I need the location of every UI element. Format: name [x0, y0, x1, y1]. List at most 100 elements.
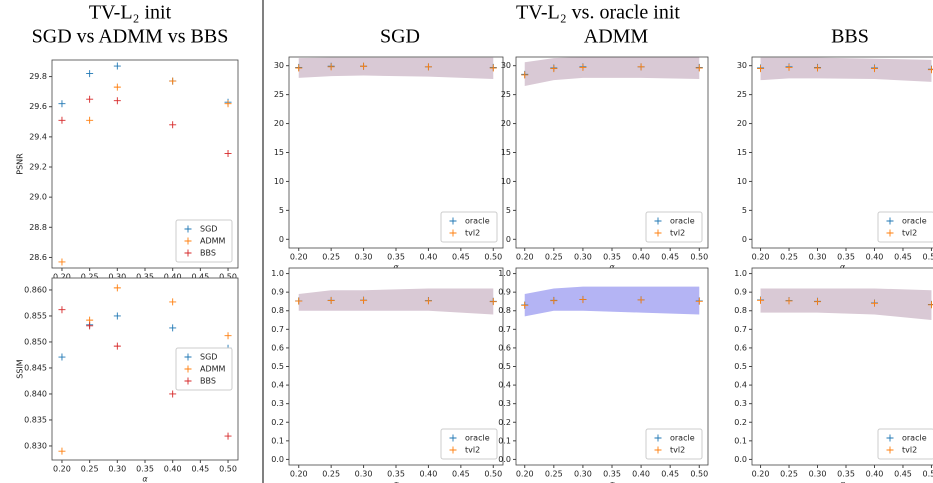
y-tick-label: 1.0	[734, 269, 747, 278]
point	[113, 342, 121, 350]
legend-box	[645, 428, 703, 460]
y-tick-label: 15	[274, 148, 284, 157]
plot-content	[521, 286, 703, 317]
y-tick-label: 0.0	[498, 455, 511, 464]
x-tick-label: 0.50	[219, 273, 237, 282]
subplot: 0.20 0.25 0.30 0.35 0.40 0.45 0.50 0 5 10 15 20 25 30…	[737, 26, 933, 272]
y-tick-label: 0.2	[271, 418, 284, 427]
y-tick-label: 0.5	[734, 362, 747, 371]
x-tick-label: 0.45	[191, 273, 209, 282]
legend-label: oracle	[670, 217, 695, 226]
plot-content	[295, 288, 497, 315]
legend-label: SGD	[200, 225, 217, 234]
x-tick-label: 0.30	[355, 470, 373, 479]
x-tick-label: 0.45	[661, 470, 679, 479]
x-tick-label: 0.45	[191, 465, 209, 474]
y-tick-label: 0.4	[271, 381, 284, 390]
y-tick-label: 1.0	[271, 269, 284, 278]
plot-content	[295, 57, 497, 79]
x-tick-label: 0.25	[545, 470, 563, 479]
y-tick-label: 0.5	[271, 362, 284, 371]
point	[785, 297, 793, 305]
legend-marker	[654, 217, 662, 225]
legend-box	[877, 428, 933, 460]
point	[113, 83, 121, 91]
x-tick-label: 0.40	[420, 253, 438, 262]
legend-box	[440, 428, 498, 460]
subplot: 0.20 0.25 0.30 0.35 0.40 0.45 0.50 0 5 10 15 20 25 30…	[274, 26, 504, 272]
point	[86, 95, 94, 103]
point	[169, 77, 177, 85]
x-tick-label: 0.20	[53, 465, 71, 474]
y-tick-label: 0	[506, 235, 511, 244]
point	[695, 297, 703, 305]
point	[169, 324, 177, 332]
x-tick-label: 0.25	[81, 465, 99, 474]
legend-marker	[184, 225, 192, 233]
x-tick-label: 0.35	[136, 465, 154, 474]
point	[424, 297, 432, 305]
y-tick-label: 0	[279, 235, 284, 244]
x-tick-label: 0.45	[894, 470, 912, 479]
x-tick-label: 0.35	[837, 253, 855, 262]
point	[113, 97, 121, 105]
x-tick-label: 0.25	[322, 470, 340, 479]
y-tick-label: 25	[501, 90, 511, 99]
x-tick-label: 0.35	[837, 470, 855, 479]
x-tick-label: 0.50	[923, 253, 933, 262]
legend-label: SGD	[200, 353, 217, 362]
legend-marker	[184, 377, 192, 385]
y-tick-label: 29.8	[29, 72, 47, 81]
point	[224, 332, 232, 340]
x-tick-label: 0.20	[752, 470, 770, 479]
legend-label: tvl2	[902, 446, 917, 455]
point	[550, 297, 558, 305]
y-tick-label: 0.7	[271, 325, 284, 334]
plot-content	[58, 62, 232, 266]
y-tick-label: 30	[501, 61, 511, 70]
point	[86, 116, 94, 124]
legend-label: tvl2	[902, 229, 917, 238]
legend-box	[645, 211, 703, 243]
y-tick-label: 0.845	[24, 363, 47, 372]
legend-marker	[184, 237, 192, 245]
point	[113, 312, 121, 320]
x-tick-label: 0.45	[661, 253, 679, 262]
x-axis-label: α	[609, 480, 615, 483]
legend-label: BBS	[200, 249, 216, 258]
x-tick-label: 0.35	[603, 253, 621, 262]
point	[695, 64, 703, 72]
point	[86, 322, 94, 330]
y-tick-label: 0.1	[734, 436, 747, 445]
y-tick-label: 10	[737, 177, 747, 186]
point	[58, 100, 66, 108]
legend-marker	[449, 434, 457, 442]
point	[814, 298, 822, 306]
x-axis-label: α	[142, 475, 148, 483]
point	[113, 284, 121, 292]
y-tick-label: 15	[737, 148, 747, 157]
y-tick-label: 15	[501, 148, 511, 157]
y-tick-label: 0.8	[498, 306, 511, 315]
y-tick-label: 0.835	[24, 415, 47, 424]
point	[58, 306, 66, 314]
right-heading: TV-L₂ vs. oracle init	[516, 2, 680, 24]
legend-label: oracle	[670, 434, 695, 443]
x-tick-label: 0.20	[290, 470, 308, 479]
point	[785, 63, 793, 71]
legend-box	[440, 211, 498, 243]
y-tick-label: 29.6	[29, 102, 47, 111]
point	[579, 296, 587, 304]
x-axis-label: α	[840, 263, 846, 272]
legend-marker	[654, 229, 662, 237]
y-tick-label: 0.1	[271, 436, 284, 445]
point	[295, 297, 303, 305]
y-tick-label: 20	[501, 119, 511, 128]
legend-label: ADMM	[200, 237, 226, 246]
y-tick-label: 28.8	[29, 223, 47, 232]
x-tick-label: 0.25	[780, 470, 798, 479]
y-tick-label: 0.2	[498, 418, 511, 427]
y-tick-label: 0.6	[271, 343, 284, 352]
point	[169, 390, 177, 398]
point	[360, 62, 368, 70]
